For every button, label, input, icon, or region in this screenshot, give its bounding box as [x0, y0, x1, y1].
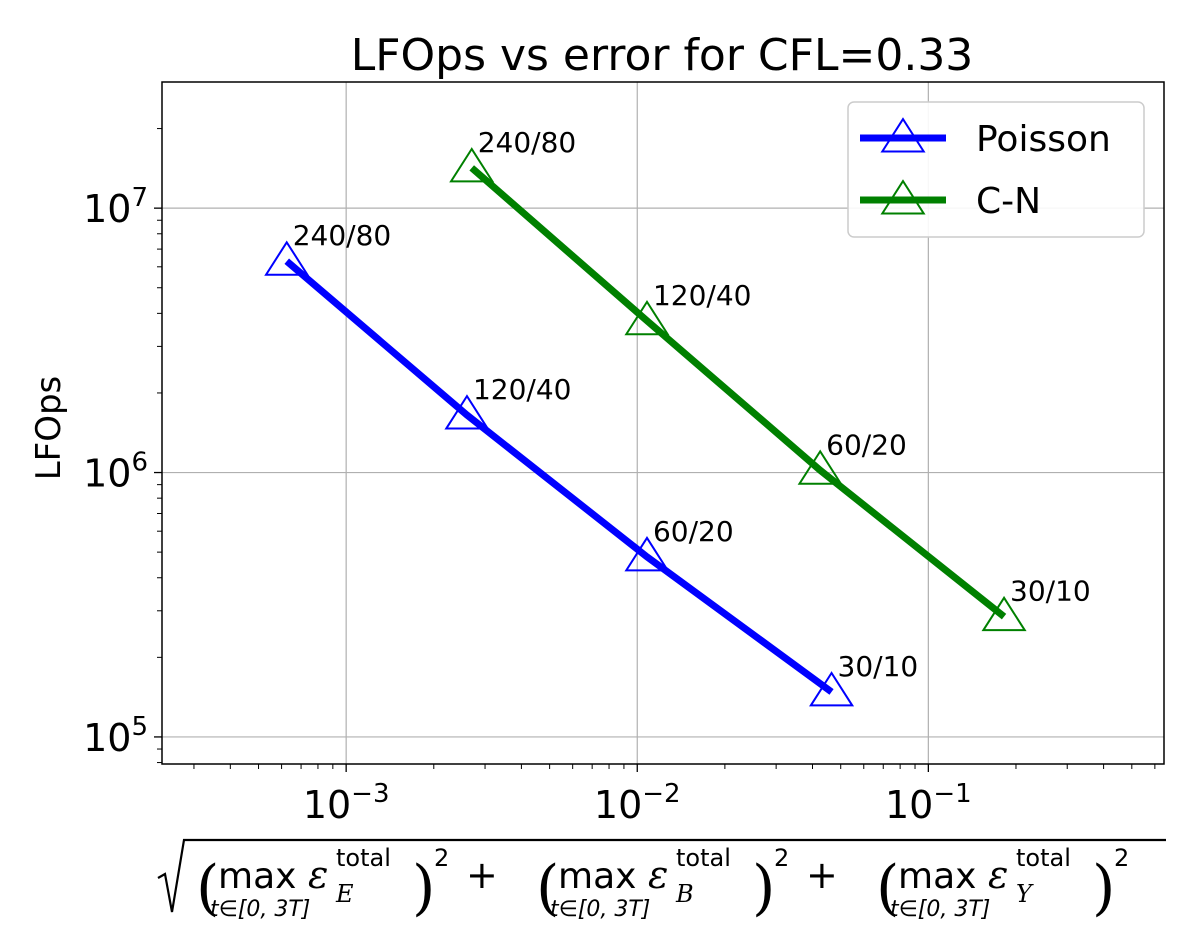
paren-open: ( — [536, 853, 559, 923]
data-point-poisson — [444, 394, 490, 430]
max-operator: max — [898, 856, 976, 897]
sqrt-sign — [157, 838, 1166, 913]
epsilon-symbol: ε — [308, 853, 328, 897]
epsilon-subscript: E — [335, 880, 354, 908]
epsilon-superscript: total — [336, 844, 391, 872]
y-tick-label: 106 — [83, 448, 148, 496]
data-label-poisson: 30/10 — [838, 650, 919, 683]
plus-sign: + — [806, 853, 838, 897]
legend-marker-c-n — [880, 179, 926, 215]
legend: Poisson C-N — [847, 101, 1145, 238]
data-point-c-n — [981, 595, 1027, 632]
data-label-poisson: 240/80 — [293, 219, 392, 252]
tick-label-layer: 10−3 10−2 10−1 105 106 107 — [83, 183, 972, 827]
x-tick-label: 10−1 — [885, 779, 972, 827]
plus-sign: + — [466, 853, 498, 897]
paren-open: ( — [876, 853, 899, 923]
paren-close: ) — [752, 853, 775, 923]
power-exponent: 2 — [434, 844, 449, 872]
max-subscript: t∈[0, 3T] — [210, 897, 310, 922]
plot-frame — [161, 81, 1165, 765]
data-point-c-n — [797, 449, 843, 485]
chart-title: LFOps vs error for CFL=0.33 — [351, 30, 974, 81]
paren-open: ( — [196, 853, 219, 923]
x-tick-label: 10−2 — [594, 779, 681, 827]
data-point-c-n — [624, 300, 670, 336]
x-tick-label: 10−3 — [303, 779, 390, 827]
y-tick-label: 105 — [83, 712, 148, 760]
paren-close: ) — [412, 853, 435, 923]
data-point-poisson — [624, 536, 670, 572]
series-line-poisson — [284, 258, 834, 695]
max-subscript: t∈[0, 3T] — [890, 897, 990, 922]
data-label-c-n: 120/40 — [653, 279, 752, 312]
legend-marker-poisson — [880, 117, 926, 153]
y-tick-label: 107 — [83, 183, 148, 231]
series-layer: 240/80 120/40 60/20 30/10 240/80 120/40 60/20 3… — [264, 126, 1091, 707]
y-axis-label: LFOps — [29, 376, 69, 481]
data-label-poisson: 120/40 — [473, 373, 572, 406]
data-label-c-n: 240/80 — [478, 126, 577, 159]
epsilon-subscript: B — [675, 880, 694, 908]
power-exponent: 2 — [1114, 844, 1129, 872]
data-point-c-n — [449, 147, 495, 183]
minor-tick-layer — [154, 128, 1156, 772]
data-point-poisson — [809, 671, 855, 707]
data-label-poisson: 60/20 — [653, 515, 734, 548]
epsilon-superscript: total — [676, 844, 731, 872]
epsilon-subscript: Y — [1016, 880, 1034, 908]
data-label-c-n: 60/20 — [826, 428, 907, 461]
power-exponent: 2 — [774, 844, 789, 872]
epsilon-symbol: ε — [988, 853, 1008, 897]
max-subscript: t∈[0, 3T] — [550, 897, 650, 922]
data-label-c-n: 30/10 — [1010, 575, 1091, 608]
epsilon-symbol: ε — [648, 853, 668, 897]
legend-label-c-n: C-N — [976, 181, 1041, 222]
data-point-poisson — [264, 240, 310, 276]
epsilon-superscript: total — [1016, 844, 1071, 872]
legend-label-poisson: Poisson — [976, 119, 1111, 160]
series-line-c-n — [469, 165, 1007, 620]
paren-close: ) — [1092, 853, 1115, 923]
max-operator: max — [218, 856, 296, 897]
max-operator: max — [558, 856, 636, 897]
